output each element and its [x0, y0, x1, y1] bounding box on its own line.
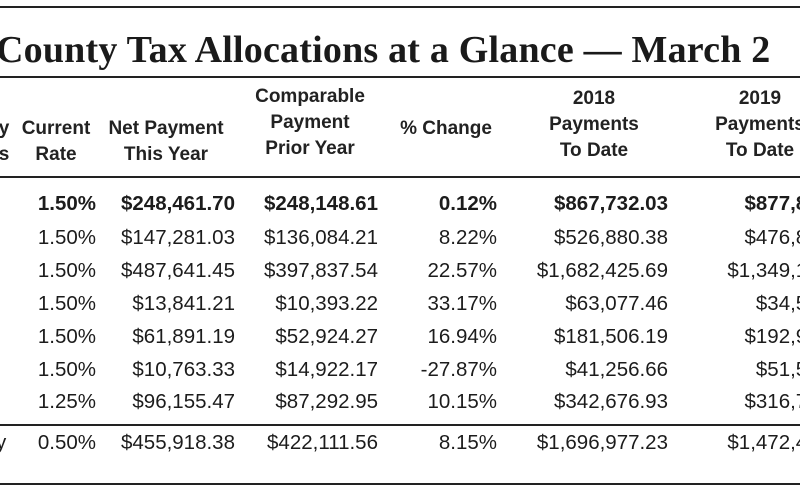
table-row: 1.50% $13,841.21 $10,393.22 33.17% $63,077.4…	[0, 292, 800, 324]
page-title: County Tax Allocations at a Glance — Mar…	[0, 29, 771, 71]
cell-rate: 1.50%	[37, 358, 96, 381]
table-row: 1.25% $96,155.47 $87,292.95 10.15% $342,676.…	[0, 390, 800, 422]
column-header-line: y	[0, 118, 10, 139]
column-header-line: To Date	[725, 140, 795, 161]
cell-net: $13,841.21	[132, 292, 235, 315]
cell-ytd2018: $63,077.46	[565, 292, 668, 315]
column-header-line: % Change	[400, 118, 492, 139]
cell-rate: 1.50%	[37, 325, 96, 348]
cell-net: $147,281.03	[120, 226, 235, 249]
table-row-footer: y 0.50% $455,918.38 $422,111.56 8.15% $1,696,…	[0, 431, 800, 463]
cell-net: $10,763.33	[132, 358, 235, 381]
column-header-change: % Change	[388, 116, 504, 142]
cell-ytd2019: $192,950	[744, 325, 800, 348]
cell-ytd2018: $1,696,977.23	[536, 431, 668, 454]
column-header-line: Prior Year	[265, 138, 355, 159]
cell-rate: 1.50%	[37, 259, 96, 282]
column-header-line: Payment	[270, 112, 350, 133]
cell-change: 8.15%	[438, 431, 497, 454]
cell-ytd2018: $526,880.38	[553, 226, 668, 249]
cell-change: 33.17%	[427, 292, 497, 315]
cell-rate: 1.50%	[37, 226, 96, 249]
cell-rate: 1.50%	[37, 192, 96, 215]
cell-prior: $248,148.61	[263, 192, 378, 215]
column-header-line: Payments	[549, 114, 639, 135]
column-header-line: Comparable	[255, 86, 365, 107]
cell-change: 10.15%	[427, 390, 497, 413]
cell-ytd2019: $34,578	[755, 292, 800, 315]
cell-ytd2018: $41,256.66	[565, 358, 668, 381]
cell-ytd2018: $1,682,425.69	[536, 259, 668, 282]
cell-net: $61,891.19	[132, 325, 235, 348]
cell-prior: $87,292.95	[275, 390, 378, 413]
cell-net: $248,461.70	[120, 192, 235, 215]
cell-rate: 1.50%	[37, 292, 96, 315]
column-header-line: Current	[21, 118, 91, 139]
cell-change: 0.12%	[438, 192, 497, 215]
table-row: 1.50% $487,641.45 $397,837.54 22.57% $1,682,…	[0, 259, 800, 291]
cell-change: 22.57%	[427, 259, 497, 282]
top-rule	[0, 6, 800, 8]
cell-change: -27.87%	[420, 358, 497, 381]
column-header-line: s	[0, 144, 10, 165]
cell-ytd2018: $867,732.03	[553, 192, 668, 215]
cell-prior: $10,393.22	[275, 292, 378, 315]
table-row: 1.50% $61,891.19 $52,924.27 16.94% $181,506.…	[0, 325, 800, 357]
cell-net: $455,918.38	[120, 431, 235, 454]
cell-net: $487,641.45	[120, 259, 235, 282]
cell-change: 8.22%	[438, 226, 497, 249]
cell-partial: y	[0, 431, 7, 454]
column-header-line: This Year	[123, 144, 209, 165]
cell-ytd2018: $342,676.93	[553, 390, 668, 413]
cell-ytd2019: $316,759	[744, 390, 800, 413]
cell-prior: $397,837.54	[263, 259, 378, 282]
column-header-ytd2018: 2018 Payments To Date	[516, 86, 672, 164]
column-header-ytd2019: 2019 Payments To Date	[690, 86, 800, 164]
column-header-line: To Date	[559, 140, 629, 161]
cell-ytd2019: $51,507	[755, 358, 800, 381]
cell-prior: $52,924.27	[275, 325, 378, 348]
column-header-rate: Current Rate	[14, 116, 98, 168]
table-row: 1.50% $147,281.03 $136,084.21 8.22% $526,880…	[0, 226, 800, 258]
header-rule	[0, 176, 800, 178]
cell-prior: $136,084.21	[263, 226, 378, 249]
column-header-line: Net Payment	[108, 118, 224, 139]
column-header-line: Payments	[715, 114, 800, 135]
column-header-line: 2019	[738, 88, 782, 109]
table-row: 1.50% $248,461.70 $248,148.61 0.12% $867,732…	[0, 192, 800, 224]
bottom-rule	[0, 483, 800, 485]
cell-ytd2019: $877,849	[744, 192, 800, 215]
cell-change: 16.94%	[427, 325, 497, 348]
footer-rule	[0, 424, 800, 426]
cell-prior: $14,922.17	[275, 358, 378, 381]
column-header-line: 2018	[572, 88, 616, 109]
cell-ytd2019: $1,472,436	[727, 431, 800, 454]
column-header-net: Net Payment This Year	[96, 116, 236, 168]
cell-ytd2019: $476,867	[744, 226, 800, 249]
cell-ytd2018: $181,506.19	[553, 325, 668, 348]
cell-rate: 1.25%	[37, 390, 96, 413]
table-row: 1.50% $10,763.33 $14,922.17 -27.87% $41,256.…	[0, 358, 800, 390]
column-header-prior: Comparable Payment Prior Year	[238, 84, 382, 162]
cell-prior: $422,111.56	[267, 431, 378, 454]
cell-ytd2019: $1,349,129	[727, 259, 800, 282]
cell-rate: 0.50%	[37, 431, 96, 454]
cell-net: $96,155.47	[132, 390, 235, 413]
title-rule	[0, 76, 800, 78]
column-header-line: Rate	[35, 144, 77, 165]
